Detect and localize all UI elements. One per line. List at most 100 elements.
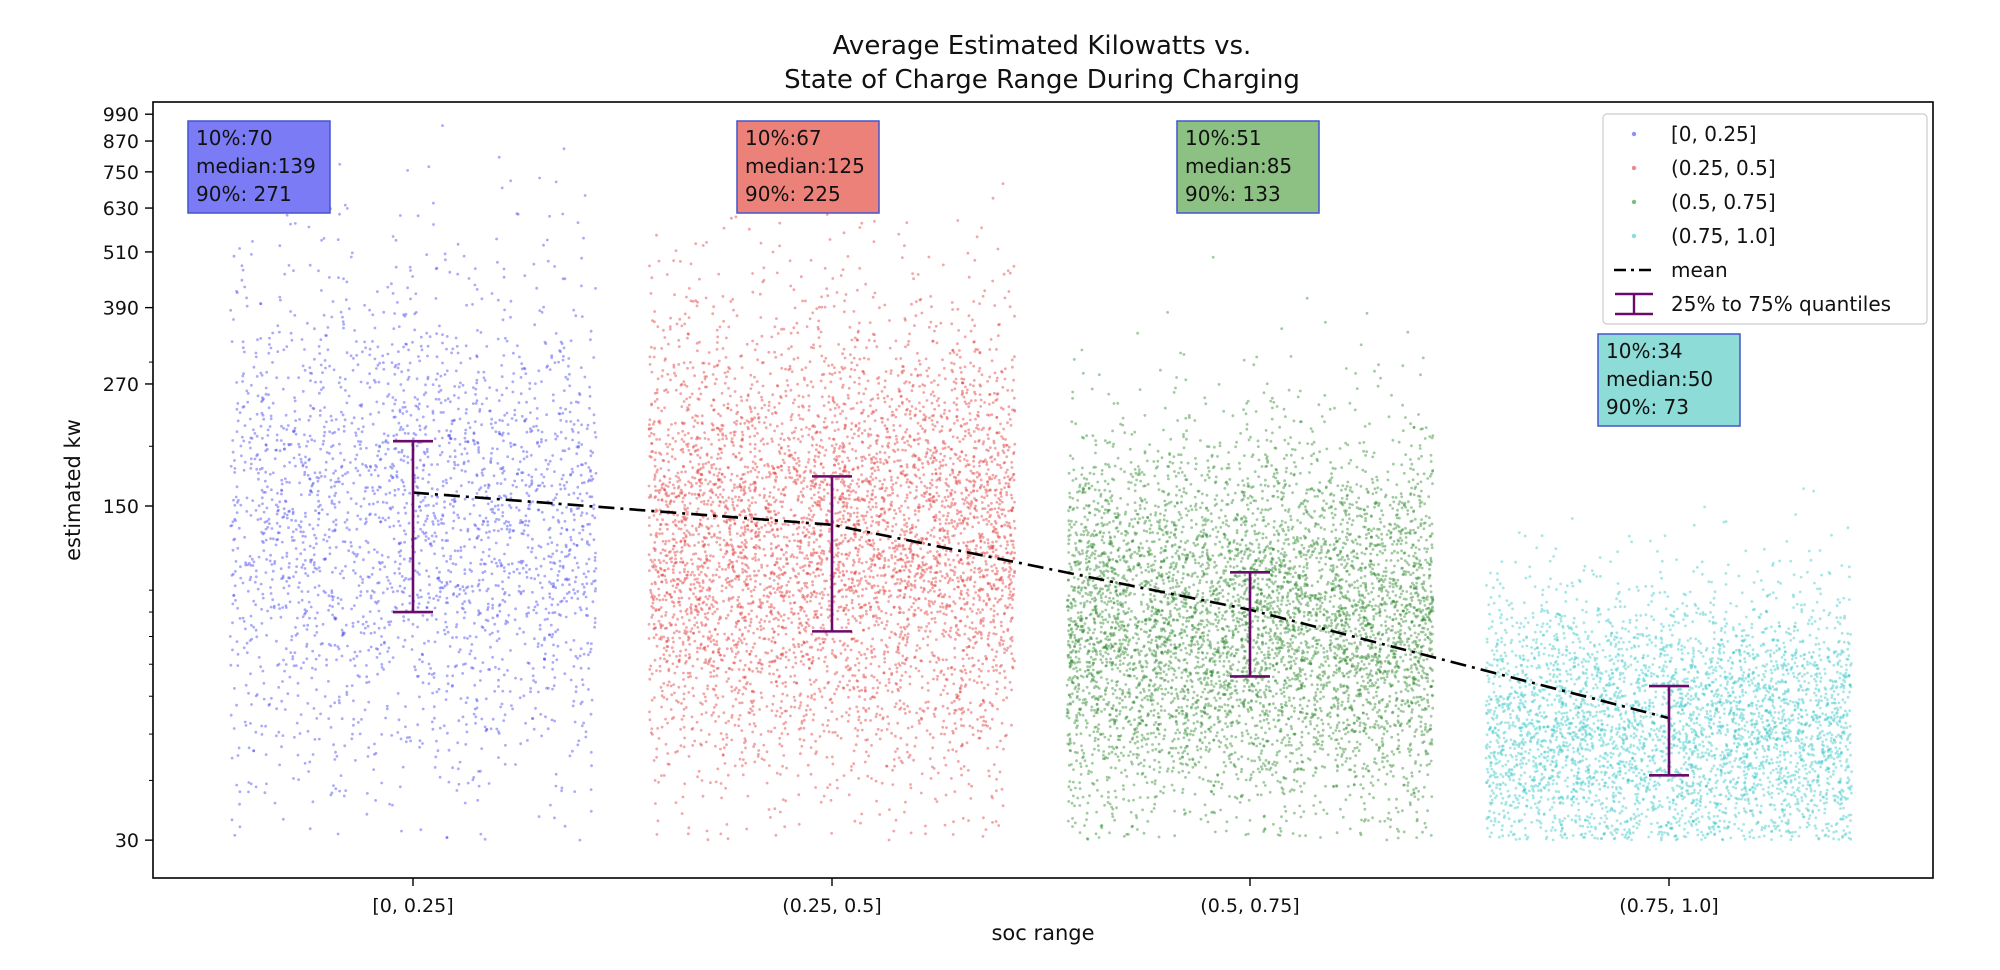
scatter-point bbox=[330, 591, 334, 595]
scatter-point bbox=[574, 690, 578, 694]
scatter-point bbox=[895, 581, 899, 585]
scatter-point bbox=[285, 480, 289, 484]
scatter-point bbox=[969, 701, 972, 705]
scatter-point bbox=[980, 569, 983, 572]
scatter-point bbox=[450, 419, 454, 423]
scatter-point bbox=[278, 607, 282, 610]
scatter-point bbox=[397, 350, 400, 353]
scatter-point bbox=[391, 235, 395, 238]
scatter-point bbox=[282, 348, 286, 352]
scatter-point bbox=[759, 691, 763, 695]
scatter-point bbox=[579, 463, 583, 466]
scatter-point bbox=[259, 337, 263, 340]
scatter-point bbox=[313, 357, 316, 361]
scatter-point bbox=[356, 363, 360, 367]
scatter-point bbox=[727, 598, 731, 602]
scatter-point bbox=[454, 336, 458, 340]
scatter-point bbox=[404, 511, 408, 515]
scatter-point bbox=[477, 609, 480, 612]
scatter-point bbox=[990, 460, 994, 463]
scatter-point bbox=[593, 579, 597, 583]
scatter-point bbox=[691, 744, 695, 747]
scatter-point bbox=[356, 469, 360, 473]
scatter-point bbox=[551, 661, 555, 664]
scatter-point bbox=[401, 603, 404, 606]
scatter-point bbox=[864, 457, 867, 461]
scatter-point bbox=[666, 372, 670, 376]
scatter-point bbox=[804, 366, 808, 369]
scatter-point bbox=[299, 525, 303, 529]
scatter-point bbox=[578, 606, 582, 609]
scatter-point bbox=[416, 494, 420, 497]
scatter-point bbox=[282, 442, 286, 446]
scatter-point bbox=[502, 354, 506, 357]
scatter-point bbox=[426, 344, 430, 348]
scatter-point bbox=[503, 413, 507, 417]
scatter-point bbox=[689, 485, 693, 489]
scatter-point bbox=[384, 452, 388, 456]
scatter-point bbox=[802, 714, 806, 718]
scatter-point bbox=[534, 680, 537, 684]
scatter-point bbox=[351, 625, 355, 628]
scatter-point bbox=[669, 708, 673, 711]
scatter-point bbox=[551, 393, 555, 397]
scatter-point bbox=[374, 513, 377, 516]
scatter-point bbox=[687, 597, 691, 600]
scatter-point bbox=[941, 263, 945, 267]
scatter-point bbox=[816, 648, 820, 652]
scatter-point bbox=[578, 654, 582, 658]
scatter-point bbox=[427, 537, 431, 540]
scatter-point bbox=[436, 463, 439, 466]
scatter-point bbox=[508, 572, 511, 575]
scatter-point bbox=[571, 749, 574, 753]
scatter-point bbox=[500, 503, 504, 507]
scatter-point bbox=[860, 594, 864, 598]
scatter-point bbox=[427, 662, 431, 666]
scatter-point bbox=[732, 550, 736, 554]
scatter-point bbox=[525, 491, 529, 495]
scatter-point bbox=[846, 683, 849, 687]
scatter-point bbox=[436, 488, 439, 491]
scatter-point bbox=[802, 640, 806, 644]
scatter-point bbox=[955, 414, 959, 418]
scatter-point bbox=[572, 423, 576, 426]
scatter-point bbox=[950, 673, 954, 676]
scatter-point bbox=[345, 526, 349, 530]
scatter-point bbox=[554, 496, 557, 500]
scatter-point bbox=[483, 725, 487, 729]
scatter-point bbox=[442, 628, 446, 632]
scatter-point bbox=[847, 396, 850, 400]
scatter-point bbox=[753, 742, 756, 746]
scatter-point bbox=[281, 516, 285, 519]
scatter-point bbox=[287, 442, 291, 446]
scatter-point bbox=[455, 595, 459, 598]
scatter-point bbox=[271, 569, 275, 573]
scatter-point bbox=[788, 590, 791, 594]
scatter-point bbox=[507, 613, 511, 617]
scatter-point bbox=[377, 411, 381, 414]
scatter-point bbox=[382, 668, 385, 671]
scatter-point bbox=[309, 414, 312, 418]
scatter-point bbox=[341, 474, 345, 477]
scatter-point bbox=[577, 392, 581, 395]
scatter-point bbox=[497, 518, 501, 521]
scatter-point bbox=[459, 549, 463, 552]
scatter-point bbox=[592, 421, 596, 425]
scatter-point bbox=[916, 421, 920, 425]
scatter-point bbox=[573, 592, 577, 595]
scatter-point bbox=[678, 600, 681, 604]
scatter-point bbox=[857, 382, 861, 386]
scatter-point bbox=[674, 388, 678, 392]
scatter-point bbox=[337, 602, 340, 606]
scatter-point bbox=[682, 440, 686, 443]
scatter-point bbox=[521, 566, 525, 570]
scatter-point bbox=[400, 448, 404, 452]
scatter-point bbox=[432, 504, 435, 508]
scatter-point bbox=[667, 428, 670, 431]
scatter-point bbox=[496, 260, 499, 264]
scatter-point bbox=[734, 577, 737, 581]
scatter-point bbox=[980, 373, 984, 377]
scatter-point bbox=[807, 624, 811, 628]
scatter-point bbox=[268, 343, 271, 346]
scatter-point bbox=[878, 566, 882, 570]
